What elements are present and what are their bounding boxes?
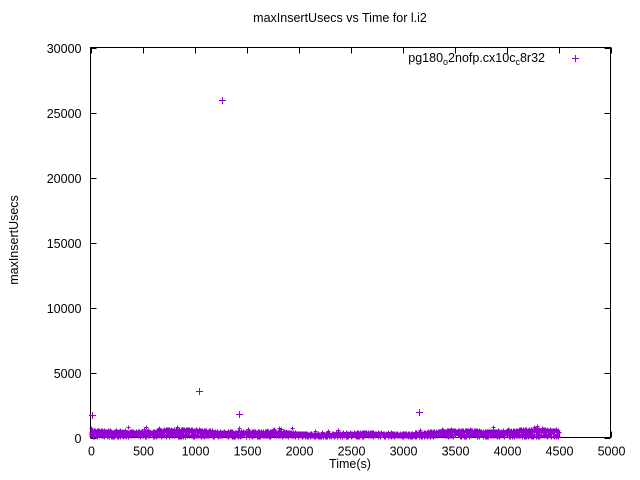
x-tick-label: 2500	[338, 445, 366, 459]
y-tick-label: 30000	[47, 42, 82, 56]
legend: pg180o2nofp.cx10cc8r32	[408, 51, 579, 67]
y-axis-label: maxInsertUsecs	[7, 195, 21, 285]
y-tick-label: 10000	[47, 302, 82, 316]
x-axis-ticks: 0 500 1000 1500 2000 2500 3000 3500 4000 4500 5000	[88, 47, 626, 459]
y-tick-label: 20000	[47, 172, 82, 186]
y-tick-label: 0	[75, 432, 82, 446]
legend-series-label: pg180o2nofp.cx10cc8r32	[408, 51, 545, 67]
x-tick-label: 3000	[390, 445, 418, 459]
y-tick-label: 15000	[47, 237, 82, 251]
y-tick-label: 5000	[54, 367, 82, 381]
x-tick-label: 1500	[234, 445, 262, 459]
x-tick-label: 0	[88, 445, 95, 459]
x-tick-label: 1000	[182, 445, 210, 459]
x-tick-label: 3500	[442, 445, 470, 459]
x-tick-label: 5000	[598, 445, 626, 459]
x-tick-label: 4500	[546, 445, 574, 459]
x-tick-label: 500	[133, 445, 154, 459]
y-axis-ticks: 0 5000 10000 15000 20000 25000 30000	[47, 42, 611, 446]
data-series-points	[89, 97, 562, 440]
x-tick-label: 4000	[494, 445, 522, 459]
x-tick-label: 2000	[286, 445, 314, 459]
legend-key-marker	[572, 55, 579, 62]
chart-title: maxInsertUsecs vs Time for l.i2	[253, 11, 427, 25]
x-axis-label: Time(s)	[329, 457, 371, 471]
y-tick-label: 25000	[47, 107, 82, 121]
